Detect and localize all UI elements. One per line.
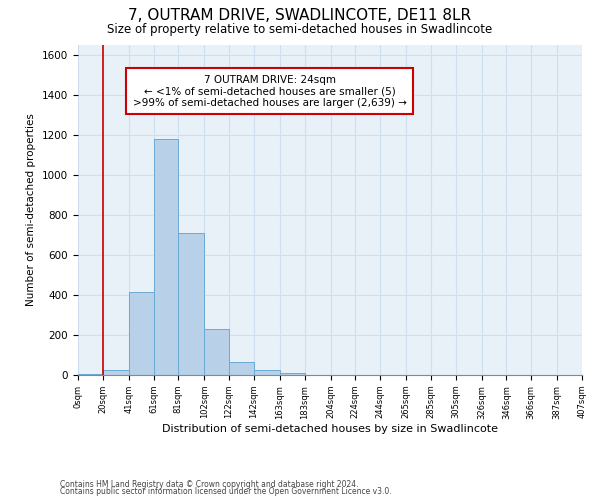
Bar bbox=[129, 292, 154, 375]
Bar bbox=[280, 373, 305, 375]
Y-axis label: Number of semi-detached properties: Number of semi-detached properties bbox=[26, 114, 37, 306]
Bar bbox=[78, 374, 103, 375]
Text: 7, OUTRAM DRIVE, SWADLINCOTE, DE11 8LR: 7, OUTRAM DRIVE, SWADLINCOTE, DE11 8LR bbox=[128, 8, 472, 22]
Text: Contains public sector information licensed under the Open Government Licence v3: Contains public sector information licen… bbox=[60, 487, 392, 496]
Text: 7 OUTRAM DRIVE: 24sqm
← <1% of semi-detached houses are smaller (5)
>99% of semi: 7 OUTRAM DRIVE: 24sqm ← <1% of semi-deta… bbox=[133, 74, 406, 108]
X-axis label: Distribution of semi-detached houses by size in Swadlincote: Distribution of semi-detached houses by … bbox=[162, 424, 498, 434]
Bar bbox=[103, 370, 129, 375]
Bar bbox=[229, 362, 254, 375]
Bar bbox=[178, 233, 205, 375]
Bar bbox=[254, 370, 280, 375]
Bar bbox=[154, 139, 178, 375]
Text: Size of property relative to semi-detached houses in Swadlincote: Size of property relative to semi-detach… bbox=[107, 22, 493, 36]
Bar bbox=[205, 329, 229, 375]
Text: Contains HM Land Registry data © Crown copyright and database right 2024.: Contains HM Land Registry data © Crown c… bbox=[60, 480, 359, 489]
